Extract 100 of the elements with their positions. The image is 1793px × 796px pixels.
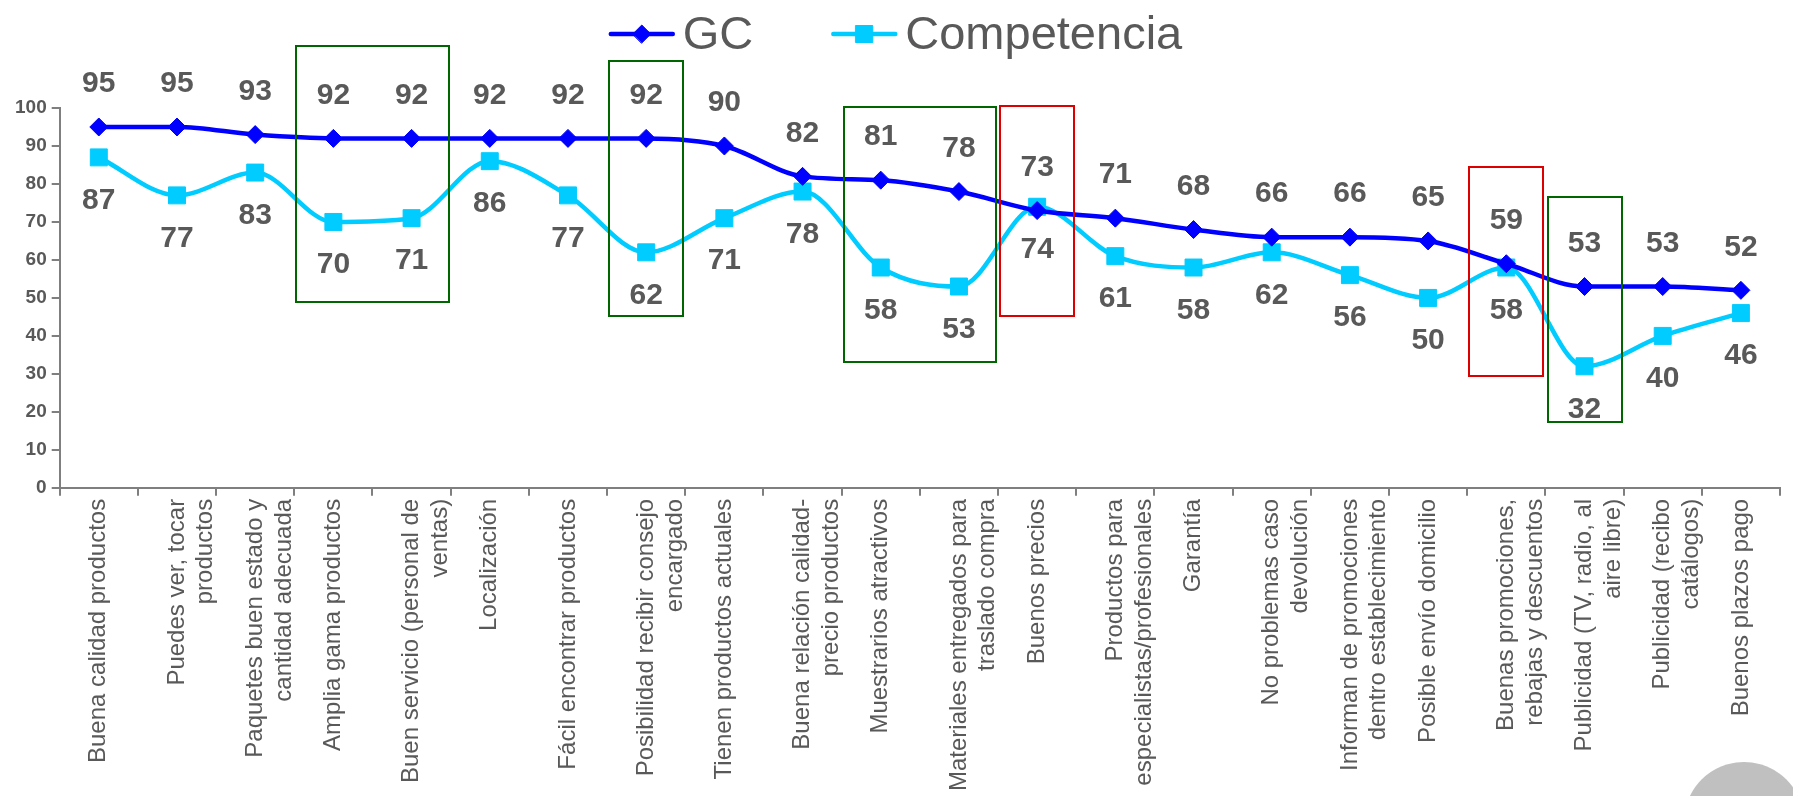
point: [871, 170, 891, 190]
point: [323, 128, 343, 148]
y-tick-label: 80: [25, 172, 47, 194]
y-tick-label: 20: [25, 400, 47, 422]
data-label: 66: [1333, 175, 1367, 209]
point: [1184, 258, 1203, 277]
point: [793, 182, 812, 201]
data-label: 81: [864, 118, 898, 152]
point: [558, 128, 578, 148]
data-label: 61: [1098, 280, 1133, 314]
point: [89, 148, 108, 167]
x-tick-label: Buenos precios: [1021, 498, 1049, 665]
point: [949, 182, 969, 202]
point: [89, 117, 109, 137]
x-tick-label: Buen servicio (personal de ventas): [396, 498, 453, 783]
point: [1731, 280, 1751, 300]
data-label: 95: [82, 65, 116, 99]
data-label: 58: [1489, 291, 1523, 325]
point: [1419, 288, 1438, 307]
point: [1653, 326, 1672, 345]
y-tick-label: 10: [25, 438, 47, 460]
data-label: 73: [1020, 148, 1054, 182]
data-label: 90: [707, 84, 742, 118]
point: [637, 243, 656, 262]
point: [1184, 220, 1204, 240]
point: [1653, 277, 1673, 297]
data-label: 78: [942, 129, 976, 163]
y-tick-label: 0: [36, 476, 47, 498]
legend-label: Competencia: [905, 5, 1184, 59]
data-label: 66: [1255, 175, 1289, 209]
y-tick-label: 70: [25, 210, 47, 232]
y-tick-label: 100: [15, 96, 47, 118]
point: [480, 152, 499, 171]
y-tick-label: 90: [25, 134, 47, 156]
y-tick-label: 30: [25, 362, 47, 384]
legend-label: GC: [682, 5, 754, 59]
data-label: 58: [864, 291, 898, 325]
point: [324, 212, 343, 231]
data-label: 68: [1176, 167, 1211, 201]
data-label: 92: [394, 76, 429, 110]
data-label: 32: [1567, 390, 1602, 424]
data-label: 87: [82, 181, 116, 215]
data-label: 71: [707, 242, 742, 276]
point: [1262, 227, 1282, 247]
point: [402, 209, 421, 228]
data-label: 71: [394, 242, 429, 276]
data-label: 83: [238, 196, 272, 230]
point: [1340, 227, 1360, 247]
x-tick-label: Publicidad (TV, radio, al aire libre): [1569, 498, 1625, 752]
data-label: 92: [316, 76, 351, 110]
point: [1105, 208, 1125, 228]
data-label: 59: [1489, 202, 1523, 235]
data-label: 95: [160, 65, 194, 99]
data-label: 52: [1724, 228, 1758, 262]
data-label: 65: [1411, 179, 1445, 213]
data-label: 40: [1646, 360, 1680, 394]
x-tick-label: Tienen productos actuales: [708, 498, 736, 780]
x-tick-label: Localización: [474, 498, 502, 631]
point: [793, 166, 813, 186]
data-label: 46: [1724, 337, 1758, 371]
data-label: 56: [1333, 299, 1367, 333]
point: [402, 128, 422, 148]
data-label: 70: [316, 246, 351, 280]
x-tick-label: Amplia gama productos: [318, 498, 346, 751]
x-tick-label: Puedes ver, tocar productos: [161, 498, 218, 686]
point: [558, 186, 577, 205]
data-label: 93: [238, 72, 272, 106]
point: [714, 136, 734, 156]
point: [1731, 304, 1750, 323]
point: [1106, 247, 1125, 266]
point: [1418, 231, 1438, 251]
point: [246, 163, 265, 182]
point: [167, 117, 187, 137]
point: [1575, 357, 1594, 376]
data-label: 50: [1411, 322, 1445, 356]
x-tick-label: Buena calidad productos: [83, 498, 111, 764]
data-label: 77: [160, 219, 194, 253]
point: [1027, 201, 1047, 221]
point: [871, 258, 890, 277]
data-label: 71: [1098, 156, 1133, 190]
point: [1340, 266, 1359, 285]
data-label: 92: [551, 76, 585, 110]
y-tick-label: 60: [25, 248, 47, 270]
data-label: 77: [551, 219, 585, 253]
point: [1575, 277, 1595, 297]
x-tick-label: Buenos plazos pago: [1725, 498, 1753, 717]
data-label: 53: [1567, 224, 1602, 258]
data-label: 92: [629, 76, 663, 110]
x-tick-label: Posibilidad recibir consejo encargado: [630, 498, 687, 777]
data-label: 62: [629, 276, 663, 310]
y-tick-label: 50: [25, 286, 47, 308]
point: [636, 128, 656, 148]
point: [168, 186, 186, 205]
x-tick-label: Muestrarios atractivos: [865, 498, 893, 734]
data-label: 82: [785, 114, 820, 148]
data-label: 74: [1020, 231, 1055, 265]
y-tick-label: 40: [25, 324, 47, 346]
data-label: 92: [473, 76, 507, 110]
x-tick-label: Posible envío domicilio: [1412, 498, 1440, 743]
point: [1262, 243, 1281, 262]
